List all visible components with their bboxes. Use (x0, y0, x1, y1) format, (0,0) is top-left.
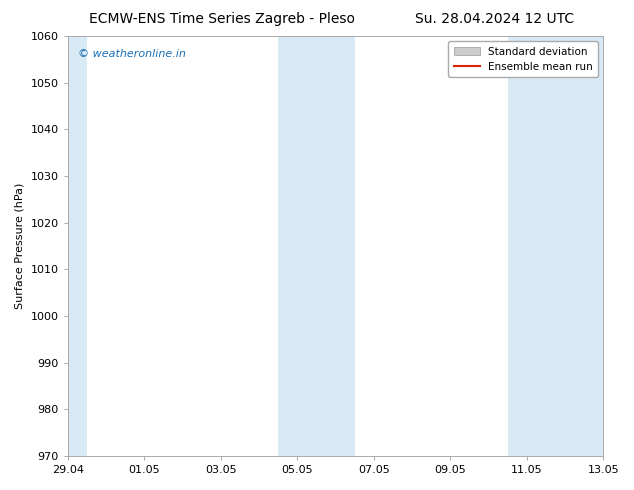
Bar (278, 36, 354, 456)
Text: Su. 28.04.2024 12 UTC: Su. 28.04.2024 12 UTC (415, 12, 574, 26)
Text: ECMW-ENS Time Series Zagreb - Pleso: ECMW-ENS Time Series Zagreb - Pleso (89, 12, 355, 26)
Bar (49, 36, 87, 456)
Y-axis label: Surface Pressure (hPa): Surface Pressure (hPa) (15, 183, 25, 309)
Text: © weatheronline.in: © weatheronline.in (79, 49, 186, 59)
Bar (508, 36, 623, 456)
Legend: Standard deviation, Ensemble mean run: Standard deviation, Ensemble mean run (448, 41, 598, 77)
